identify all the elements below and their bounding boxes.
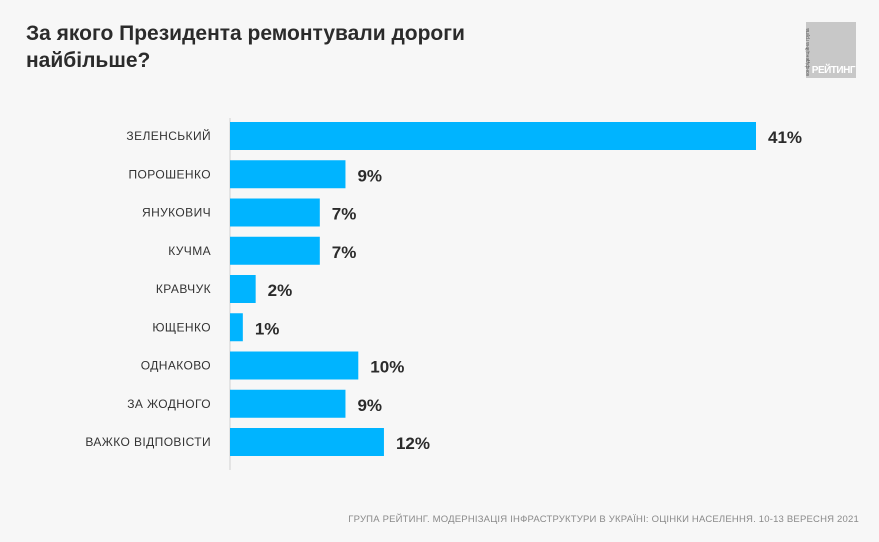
data-label: 7% bbox=[332, 243, 357, 262]
data-label: 9% bbox=[357, 396, 382, 415]
bar-6 bbox=[230, 351, 359, 380]
bar-2 bbox=[230, 198, 320, 227]
data-label: 7% bbox=[332, 205, 357, 224]
category-label: ОДНАКОВО bbox=[141, 359, 211, 373]
bar-3 bbox=[230, 236, 320, 265]
data-label: 1% bbox=[255, 319, 280, 338]
category-label: ЗЕЛЕНСЬКИЙ bbox=[126, 128, 211, 143]
category-label: ЯНУКОВИЧ bbox=[142, 206, 211, 220]
footer-source: ГРУПА РЕЙТИНГ. МОДЕРНІЗАЦІЯ ІНФРАСТРУКТУ… bbox=[348, 514, 859, 525]
bar-1 bbox=[230, 160, 346, 189]
category-label: КРАВЧУК bbox=[156, 282, 211, 296]
category-label: ПОРОШЕНКО bbox=[129, 167, 212, 181]
chart-title: За якого Президента ремонтували дороги н… bbox=[26, 22, 465, 72]
logo-brand: РЕЙТИНГ bbox=[811, 65, 856, 76]
category-label: ЗА ЖОДНОГО bbox=[127, 397, 211, 411]
category-label: ВАЖКО ВІДПОВІСТИ bbox=[85, 435, 211, 449]
data-label: 2% bbox=[268, 281, 293, 300]
bar-0 bbox=[230, 122, 756, 150]
category-label: ЮЩЕНКО bbox=[152, 320, 211, 334]
bar-5 bbox=[230, 313, 243, 342]
bar-8 bbox=[230, 428, 384, 456]
data-label: 9% bbox=[357, 166, 382, 185]
bar-7 bbox=[230, 389, 346, 418]
data-label: 12% bbox=[396, 434, 430, 453]
data-label: 10% bbox=[370, 358, 404, 377]
category-label: КУЧМА bbox=[168, 244, 211, 258]
rating-logo: конфіденційна група РЕЙТИНГ bbox=[805, 22, 856, 78]
bar-4 bbox=[230, 275, 256, 303]
data-label: 41% bbox=[768, 128, 802, 147]
